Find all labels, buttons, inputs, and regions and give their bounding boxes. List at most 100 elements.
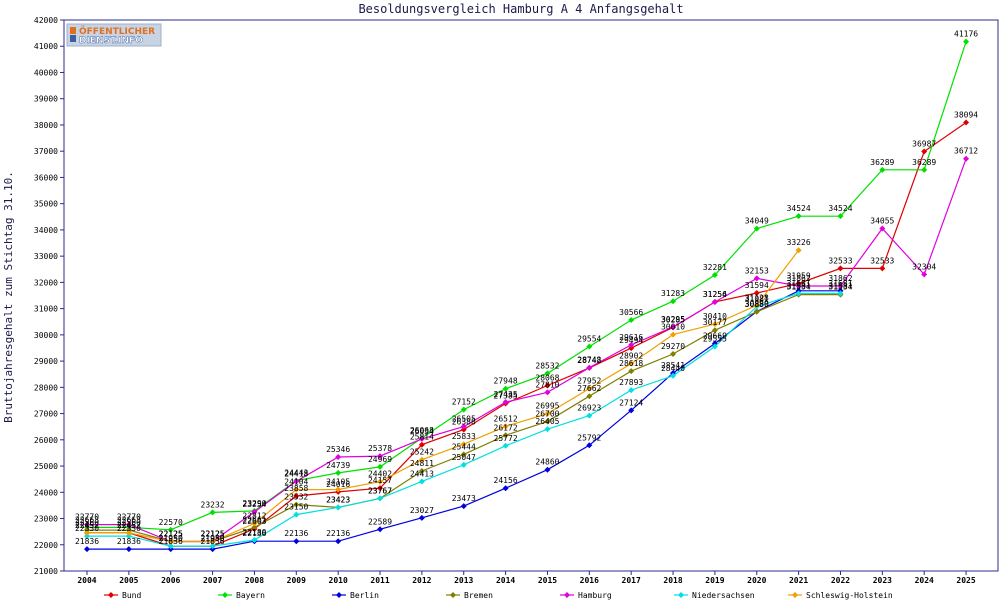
y-tick-label: 34000 bbox=[34, 226, 58, 235]
y-tick-label: 21000 bbox=[34, 567, 58, 576]
data-label-bayern: 24969 bbox=[368, 455, 392, 464]
data-point-bremen bbox=[460, 451, 467, 458]
data-label-bund: 23858 bbox=[284, 484, 308, 493]
legend-label: Berlin bbox=[350, 591, 379, 600]
data-label-bund: 29494 bbox=[619, 336, 643, 345]
data-label-hamburg: 23254 bbox=[242, 500, 266, 509]
data-label-niedersachsen: 23150 bbox=[284, 503, 308, 512]
data-label-bund: 32533 bbox=[828, 256, 852, 265]
data-point-bund bbox=[837, 265, 844, 272]
data-point-hamburg bbox=[711, 298, 718, 305]
data-point-berlin bbox=[418, 514, 425, 521]
data-label-bremen: 22125 bbox=[201, 529, 225, 538]
legend-item-hamburg: Hamburg bbox=[560, 591, 612, 600]
data-label-bund: 22603 bbox=[242, 517, 266, 526]
data-label-berlin: 22136 bbox=[326, 529, 350, 538]
data-point-berlin bbox=[460, 503, 467, 510]
data-label-bayern: 22663 bbox=[117, 515, 141, 524]
data-point-bayern bbox=[837, 213, 844, 220]
y-tick-label: 25000 bbox=[34, 462, 58, 471]
data-point-bund bbox=[544, 382, 551, 389]
data-label-berlin: 30889 bbox=[745, 300, 769, 309]
data-point-niedersachsen bbox=[795, 290, 802, 297]
series-line-schleswig-holstein bbox=[87, 249, 800, 543]
x-tick-label: 2017 bbox=[622, 576, 641, 585]
data-label-schleswig-holstein: 27952 bbox=[577, 377, 601, 386]
y-tick-label: 40000 bbox=[34, 68, 58, 77]
data-point-schleswig-holstein bbox=[795, 247, 802, 254]
data-label-berlin: 21836 bbox=[159, 537, 183, 546]
data-label-berlin: 31681 bbox=[828, 279, 852, 288]
data-point-hamburg bbox=[628, 341, 635, 348]
data-point-hamburg bbox=[795, 283, 802, 290]
x-tick-label: 2023 bbox=[873, 576, 892, 585]
data-point-niedersachsen bbox=[837, 290, 844, 297]
data-label-bayern: 27152 bbox=[452, 398, 476, 407]
data-label-hamburg: 24418 bbox=[284, 469, 308, 478]
data-label-schleswig-holstein: 25242 bbox=[410, 448, 434, 457]
data-point-niedersachsen bbox=[586, 412, 593, 419]
y-tick-label: 37000 bbox=[34, 147, 58, 156]
data-label-hamburg: 25346 bbox=[326, 445, 350, 454]
x-tick-label: 2004 bbox=[77, 576, 96, 585]
data-label-bund: 25814 bbox=[410, 433, 434, 442]
legend-item-bayern: Bayern bbox=[218, 591, 265, 600]
data-labels: 22452 22452 21950 21950 22603 23858 24016 24157… bbox=[75, 30, 978, 546]
legend-label: Schleswig-Holstein bbox=[806, 591, 893, 600]
x-tick-label: 2024 bbox=[915, 576, 934, 585]
data-label-bremen: 23532 bbox=[284, 493, 308, 502]
data-label-bremen: 27662 bbox=[577, 384, 601, 393]
data-point-berlin bbox=[586, 442, 593, 449]
data-point-schleswig-holstein bbox=[377, 478, 384, 485]
data-label-niedersachsen: 29555 bbox=[703, 335, 727, 344]
chart-title: Besoldungsvergleich Hamburg A 4 Anfangsg… bbox=[358, 2, 683, 16]
legend-label: Niedersachsen bbox=[692, 591, 755, 600]
data-label-bremen: 30880 bbox=[745, 300, 769, 309]
data-point-bayern bbox=[460, 406, 467, 413]
data-label-bremen: 22661 bbox=[242, 515, 266, 524]
data-point-schleswig-holstein bbox=[125, 529, 132, 536]
data-point-schleswig-holstein bbox=[460, 441, 467, 448]
y-axis: 21000 22000 23000 24000 25000 26000 27000 28000… bbox=[34, 16, 64, 576]
data-label-bremen: 29270 bbox=[661, 342, 685, 351]
data-label-bremen: 22125 bbox=[159, 529, 183, 538]
data-label-hamburg: 36712 bbox=[954, 147, 978, 156]
data-label-bund: 31594 bbox=[745, 281, 769, 290]
data-label-bayern: 34049 bbox=[745, 217, 769, 226]
data-label-bayern: 26068 bbox=[410, 426, 434, 435]
data-label-bayern: 34524 bbox=[828, 204, 852, 213]
series-niedersachsen bbox=[84, 290, 844, 550]
data-point-niedersachsen bbox=[209, 543, 216, 550]
data-label-hamburg: 22770 bbox=[75, 513, 99, 522]
data-label-berlin: 31681 bbox=[787, 279, 811, 288]
data-point-bund bbox=[753, 290, 760, 297]
data-label-niedersachsen: 31581 bbox=[828, 281, 852, 290]
data-point-bund bbox=[460, 426, 467, 433]
series-berlin bbox=[84, 287, 844, 553]
data-label-niedersachsen: 26405 bbox=[535, 417, 559, 426]
data-label-bayern: 36289 bbox=[870, 158, 894, 167]
data-label-niedersachsen: 27893 bbox=[619, 378, 643, 387]
data-label-bund: 31959 bbox=[787, 271, 811, 280]
data-label-bund: 28068 bbox=[535, 374, 559, 383]
y-tick-label: 29000 bbox=[34, 357, 58, 366]
data-label-bremen: 26172 bbox=[494, 423, 518, 432]
data-point-niedersachsen bbox=[711, 343, 718, 350]
y-tick-label: 41000 bbox=[34, 42, 58, 51]
x-tick-label: 2013 bbox=[454, 576, 473, 585]
data-point-niedersachsen bbox=[460, 461, 467, 468]
data-point-schleswig-holstein bbox=[251, 520, 258, 527]
x-tick-label: 2008 bbox=[245, 576, 264, 585]
data-point-schleswig-holstein bbox=[753, 302, 760, 309]
data-point-schleswig-holstein bbox=[544, 410, 551, 417]
data-point-bund bbox=[293, 493, 300, 500]
series-line-hamburg bbox=[87, 158, 967, 543]
data-label-schleswig-holstein: 26995 bbox=[535, 402, 559, 411]
data-point-schleswig-holstein bbox=[670, 331, 677, 338]
data-label-bund: 31256 bbox=[703, 290, 727, 299]
data-label-berlin: 24860 bbox=[535, 458, 559, 467]
data-label-bremen: 22560 bbox=[75, 518, 99, 527]
plot-frame bbox=[63, 19, 999, 572]
data-label-niedersachsen: 24413 bbox=[410, 469, 434, 478]
legend-marker bbox=[792, 592, 798, 598]
